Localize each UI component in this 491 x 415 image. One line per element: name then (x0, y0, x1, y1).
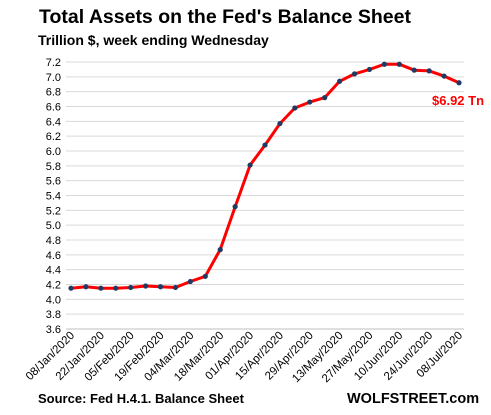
data-point (113, 285, 119, 291)
data-point (292, 105, 298, 111)
y-tick-label: 7.2 (46, 57, 61, 69)
data-point (128, 284, 134, 291)
y-tick-label: 5.0 (46, 220, 61, 232)
source-note: Source: Fed H.4.1. Balance Sheet (38, 391, 244, 406)
y-tick-label: 6.0 (46, 146, 61, 158)
data-point (441, 73, 447, 79)
data-point (351, 71, 358, 77)
data-point (172, 284, 179, 291)
data-point (143, 283, 149, 289)
data-point (426, 68, 432, 74)
end-value-annotation: $6.92 Tn (432, 93, 484, 108)
data-point (396, 61, 402, 67)
data-point (456, 80, 462, 86)
data-point (232, 204, 238, 210)
y-tick-label: 4.6 (46, 250, 61, 262)
data-point (202, 273, 208, 279)
y-tick-label: 5.6 (46, 176, 61, 188)
data-point (411, 67, 417, 73)
data-point (262, 142, 268, 148)
data-point (98, 285, 104, 291)
data-point (277, 120, 283, 127)
y-tick-label: 4.4 (46, 265, 61, 277)
y-tick-label: 4.8 (46, 235, 61, 247)
data-point (366, 66, 373, 73)
data-point (157, 284, 164, 290)
y-tick-label: 7.0 (46, 72, 61, 84)
data-point (307, 99, 313, 105)
y-tick-label: 3.6 (46, 324, 61, 336)
y-tick-label: 6.8 (46, 87, 61, 99)
y-tick-label: 6.2 (46, 131, 61, 143)
data-point (322, 95, 328, 101)
chart-subtitle: Trillion $, week ending Wednesday (38, 32, 269, 48)
y-tick-label: 4.2 (46, 280, 61, 292)
y-tick-label: 5.2 (46, 205, 61, 217)
brand-label: WOLFSTREET.com (347, 391, 480, 407)
y-tick-label: 5.4 (46, 191, 61, 203)
data-point (217, 247, 223, 253)
y-tick-label: 6.4 (46, 116, 61, 128)
y-tick-label: 6.6 (46, 102, 61, 114)
chart-title: Total Assets on the Fed's Balance Sheet (39, 6, 411, 28)
data-point (187, 278, 193, 285)
y-tick-label: 3.8 (46, 309, 61, 321)
data-point (381, 61, 387, 67)
data-point (83, 284, 89, 290)
data-point (68, 285, 74, 291)
data-point (337, 78, 343, 84)
y-tick-label: 4.0 (46, 294, 61, 306)
data-point (247, 162, 253, 168)
y-tick-label: 5.8 (46, 161, 61, 173)
